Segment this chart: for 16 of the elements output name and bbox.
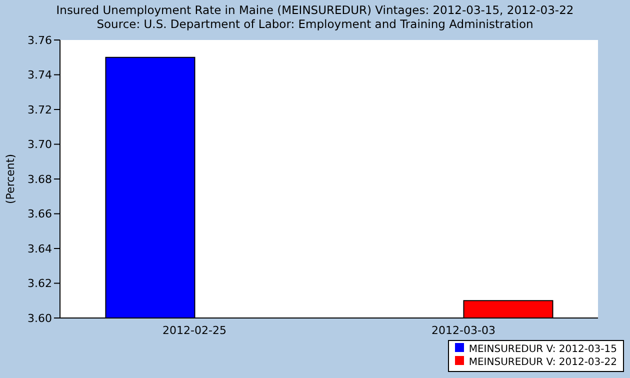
y-tick-label: 3.74 [28, 68, 52, 82]
y-tick-label: 3.62 [28, 277, 52, 290]
y-tick-label: 3.64 [28, 242, 52, 256]
y-tick-label: 3.60 [28, 312, 52, 325]
legend-label: MEINSUREDUR V: 2012-03-15 [468, 343, 617, 356]
y-tick-label: 3.72 [28, 103, 52, 116]
y-tick-label: 3.70 [28, 138, 52, 152]
y-tick-label: 3.66 [28, 208, 52, 221]
chart-subtitle: Source: U.S. Department of Labor: Employment and Training Administration [96, 17, 534, 31]
legend-label: MEINSUREDUR V: 2012-03-22 [468, 356, 617, 369]
y-axis-title: (Percent) [4, 154, 17, 204]
chart-title: Insured Unemployment Rate in Maine (MEINSUREDUR) Vintages: 2012-03-15, 2012-03-22 [55, 3, 575, 17]
x-tick-label: 2012-02-25 [162, 324, 226, 337]
y-tick-label: 3.76 [28, 34, 52, 47]
x-tick-label: 2012-03-03 [432, 324, 496, 337]
y-tick-label: 3.68 [28, 172, 52, 186]
